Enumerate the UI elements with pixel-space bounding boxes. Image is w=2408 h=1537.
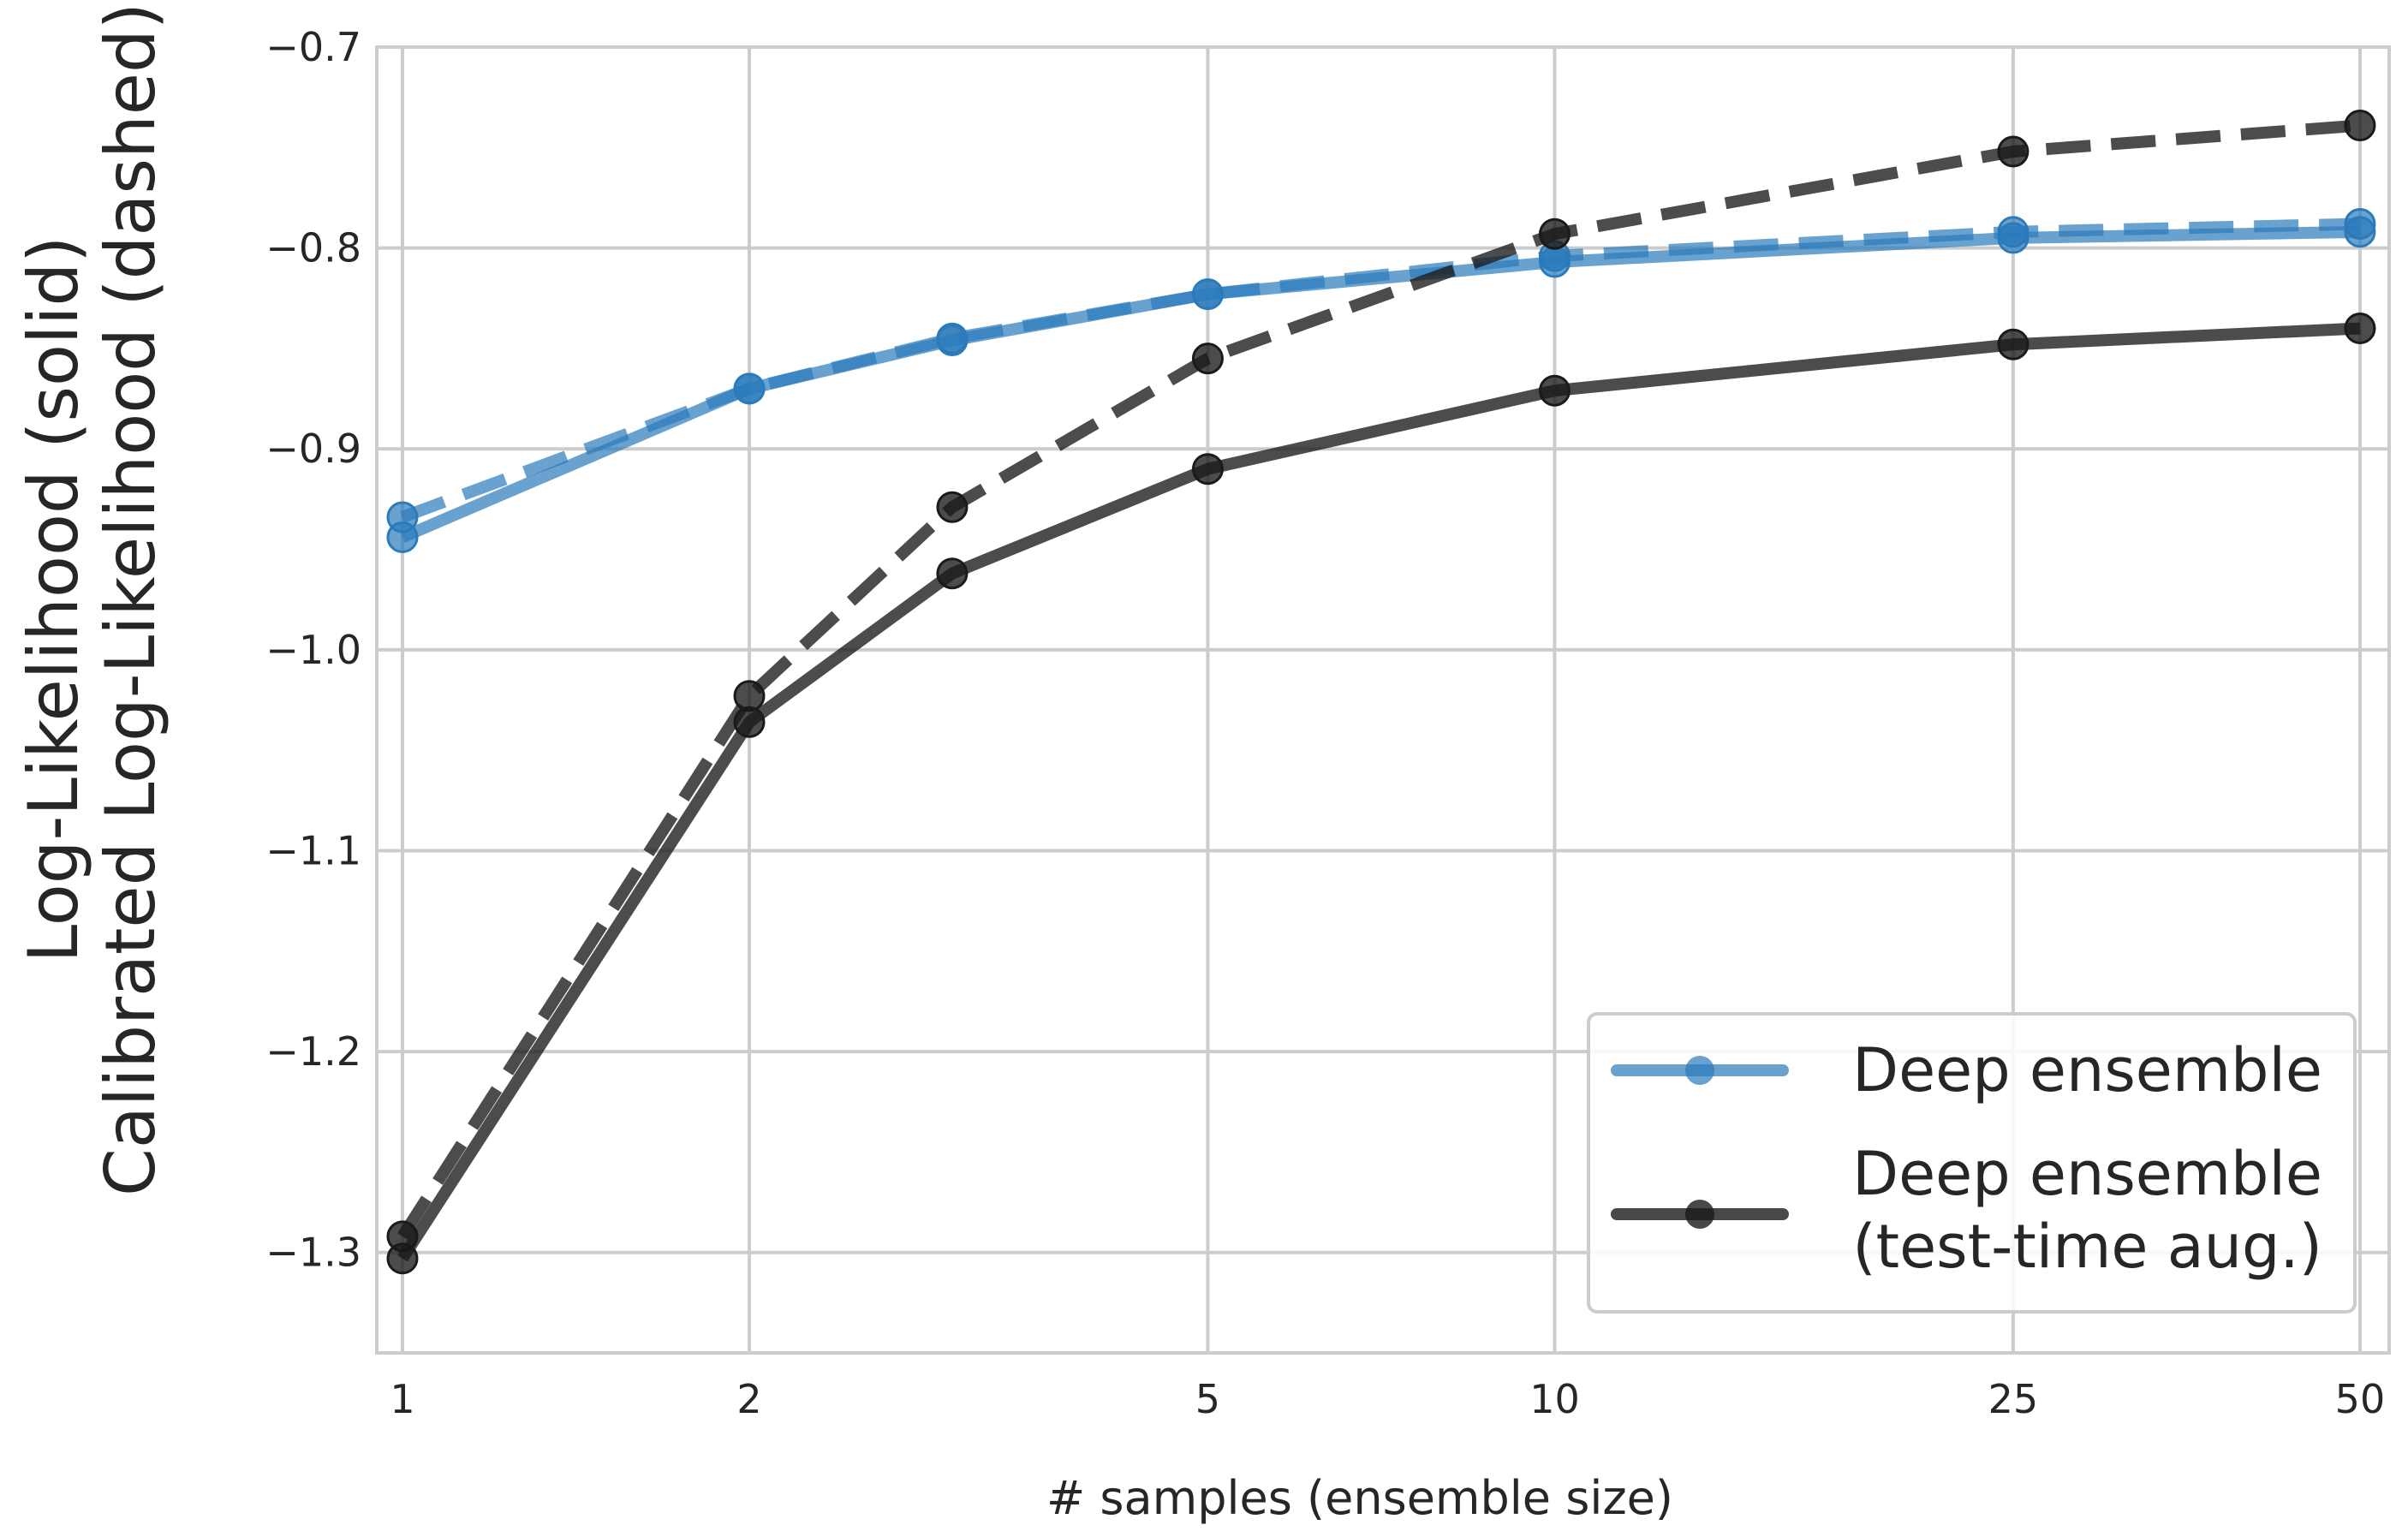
series-solid-point-deep-ensemble — [936, 325, 969, 357]
x-tick-label: 50 — [2335, 1376, 2386, 1422]
series-solid-point-deep-ensemble — [2344, 216, 2376, 248]
series-solid-point-deep-ensemble-test-time-aug — [1538, 374, 1571, 407]
x-tick-label: 5 — [1195, 1376, 1220, 1422]
x-tick-label: 10 — [1529, 1376, 1580, 1422]
series-solid-point-deep-ensemble — [1997, 222, 2030, 254]
legend-label-test-time-aug-line-2: (test-time aug.) — [1852, 1212, 2322, 1282]
series-dashed-point-deep-ensemble-test-time-aug — [733, 680, 766, 712]
series-solid-point-deep-ensemble — [1538, 246, 1571, 278]
series-solid-point-deep-ensemble — [733, 372, 766, 405]
y-tick-label: −1.2 — [265, 1028, 361, 1075]
series-dashed-point-deep-ensemble-test-time-aug — [1997, 135, 2030, 168]
x-tick-label: 2 — [736, 1376, 761, 1422]
series-solid-point-deep-ensemble-test-time-aug — [1997, 328, 2030, 360]
series-solid-point-deep-ensemble-test-time-aug — [936, 557, 969, 590]
plot-frame — [375, 45, 2391, 1355]
y-tick-label: −0.9 — [265, 426, 361, 472]
tick-labels: 1 2 5 10 25 50−0.7−0.8−0.9−1.0−1.1−1.2−1.3 — [265, 24, 2385, 1422]
legend-marker-deep-ensemble — [1685, 1056, 1714, 1085]
series-solid-point-deep-ensemble — [1191, 278, 1224, 311]
series-solid-point-deep-ensemble-test-time-aug — [733, 706, 766, 738]
x-tick-label: 1 — [390, 1376, 414, 1422]
series-solid-point-deep-ensemble — [386, 521, 419, 553]
y-tick-label: −1.0 — [265, 627, 361, 673]
series-dashed-point-deep-ensemble-test-time-aug — [1538, 217, 1571, 250]
legend: Deep ensemble Deep ensemble (test-time a… — [1587, 1012, 2357, 1314]
y-tick-label: −0.8 — [265, 225, 361, 271]
y-axis-title: Log-Likelihood (solid) Calibrated Log-Li… — [14, 3, 170, 1196]
series-layer — [386, 110, 2376, 1275]
series-solid-line-deep-ensemble — [400, 225, 2361, 543]
series-dashed-point-deep-ensemble-test-time-aug — [936, 491, 969, 523]
legend-box — [1587, 1012, 2357, 1314]
y-axis-title-line-1: Log-Likelihood (solid) — [14, 236, 93, 963]
y-tick-label: −1.3 — [265, 1230, 361, 1276]
x-tick-label: 25 — [1988, 1376, 2039, 1422]
legend-label-test-time-aug-line-1: Deep ensemble — [1852, 1139, 2322, 1209]
legend-label-deep-ensemble: Deep ensemble — [1852, 1035, 2322, 1105]
x-axis-title: # samples (ensemble size) — [1046, 1471, 1673, 1525]
series-dashed-point-deep-ensemble-test-time-aug — [1191, 343, 1224, 375]
series-dashed-line-deep-ensemble — [400, 217, 2361, 523]
series-dashed-point-deep-ensemble-test-time-aug — [2344, 110, 2376, 141]
series-solid-point-deep-ensemble-test-time-aug — [2344, 312, 2376, 344]
legend-marker-test-time-aug — [1685, 1200, 1714, 1229]
series-solid-point-deep-ensemble-test-time-aug — [386, 1242, 419, 1275]
y-axis-title-line-2: Calibrated Log-Likelihood (dashed) — [91, 3, 170, 1196]
y-tick-label: −1.1 — [265, 827, 361, 873]
series-solid-point-deep-ensemble-test-time-aug — [1191, 453, 1224, 486]
y-tick-label: −0.7 — [265, 24, 361, 70]
